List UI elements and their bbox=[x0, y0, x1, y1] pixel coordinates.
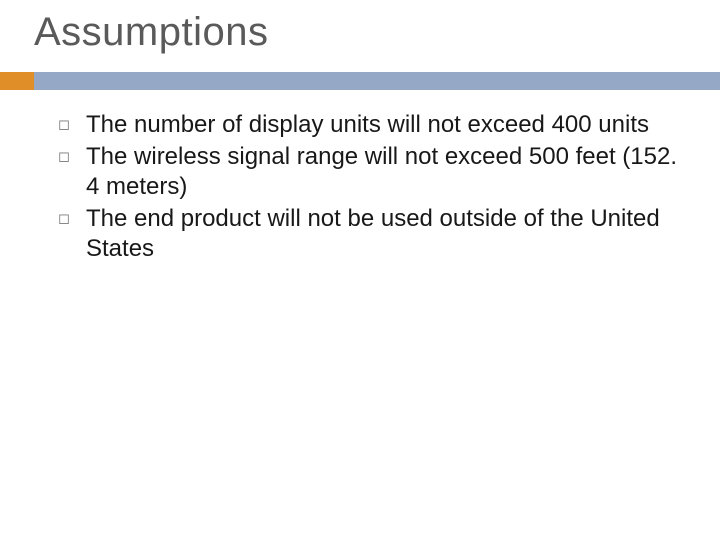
divider-main bbox=[34, 72, 720, 90]
square-bullet-icon: ◻ bbox=[58, 142, 86, 166]
bullet-text: The wireless signal range will not excee… bbox=[86, 142, 678, 202]
bullet-text: The number of display units will not exc… bbox=[86, 110, 649, 140]
bullet-item: ◻The wireless signal range will not exce… bbox=[58, 142, 678, 202]
divider-accent bbox=[0, 72, 34, 90]
square-bullet-icon: ◻ bbox=[58, 110, 86, 134]
slide-title: Assumptions bbox=[34, 10, 268, 55]
square-bullet-icon: ◻ bbox=[58, 204, 86, 228]
bullet-item: ◻The number of display units will not ex… bbox=[58, 110, 678, 140]
divider-bar bbox=[0, 72, 720, 90]
bullet-item: ◻The end product will not be used outsid… bbox=[58, 204, 678, 264]
slide: Assumptions ◻The number of display units… bbox=[0, 0, 720, 540]
bullet-text: The end product will not be used outside… bbox=[86, 204, 678, 264]
bullet-list: ◻The number of display units will not ex… bbox=[58, 110, 678, 266]
